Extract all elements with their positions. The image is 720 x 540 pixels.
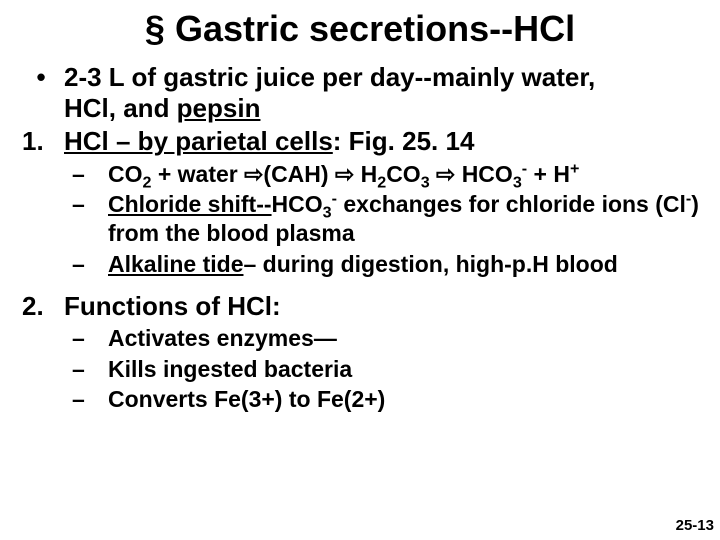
- sub-item-4: – Activates enzymes—: [18, 324, 702, 353]
- sub-4-text: Activates enzymes—: [108, 324, 702, 353]
- bullet-item-1: • 2-3 L of gastric juice per day--mainly…: [18, 62, 702, 124]
- sub-1-text: CO2 + water ⇨(CAH) ⇨ H2CO3 ⇨ HCO3- + H+: [108, 160, 702, 189]
- page-number: 25-13: [676, 517, 714, 534]
- dash-marker: –: [72, 250, 108, 279]
- sub-item-3: – Alkaline tide– during digestion, high-…: [18, 250, 702, 279]
- num-2-text: Functions of HCl:: [64, 291, 702, 322]
- term-alkaline-tide: Alkaline tide: [108, 251, 243, 277]
- bullet-1-text: 2-3 L of gastric juice per day--mainly w…: [64, 62, 702, 124]
- bullet-dot: •: [18, 62, 64, 124]
- title-symbol: §: [145, 8, 175, 49]
- dash-marker: –: [72, 160, 108, 189]
- sub-6-text: Converts Fe(3+) to Fe(2+): [108, 385, 702, 414]
- numbered-item-2: 2. Functions of HCl:: [18, 291, 702, 322]
- dash-marker: –: [72, 190, 108, 248]
- title-text: Gastric secretions--HCl: [175, 8, 575, 49]
- sub-item-5: – Kills ingested bacteria: [18, 355, 702, 384]
- term-parietal: HCl – by parietal cells: [64, 126, 333, 156]
- dash-marker: –: [72, 385, 108, 414]
- number-2: 2.: [18, 291, 64, 322]
- dash-marker: –: [72, 324, 108, 353]
- sub-item-1: – CO2 + water ⇨(CAH) ⇨ H2CO3 ⇨ HCO3- + H…: [18, 160, 702, 189]
- sub-item-2: – Chloride shift--HCO3- exchanges for ch…: [18, 190, 702, 248]
- term-pepsin: pepsin: [177, 93, 261, 123]
- dash-marker: –: [72, 355, 108, 384]
- number-1: 1.: [18, 126, 64, 157]
- sub-2-text: Chloride shift--HCO3- exchanges for chlo…: [108, 190, 702, 248]
- numbered-item-1: 1. HCl – by parietal cells: Fig. 25. 14: [18, 126, 702, 157]
- term-chloride-shift: Chloride shift--: [108, 191, 272, 217]
- sub-3-text: Alkaline tide– during digestion, high-p.…: [108, 250, 702, 279]
- slide-title: § Gastric secretions--HCl: [18, 8, 702, 50]
- sub-5-text: Kills ingested bacteria: [108, 355, 702, 384]
- sub-item-6: – Converts Fe(3+) to Fe(2+): [18, 385, 702, 414]
- num-1-text: HCl – by parietal cells: Fig. 25. 14: [64, 126, 702, 157]
